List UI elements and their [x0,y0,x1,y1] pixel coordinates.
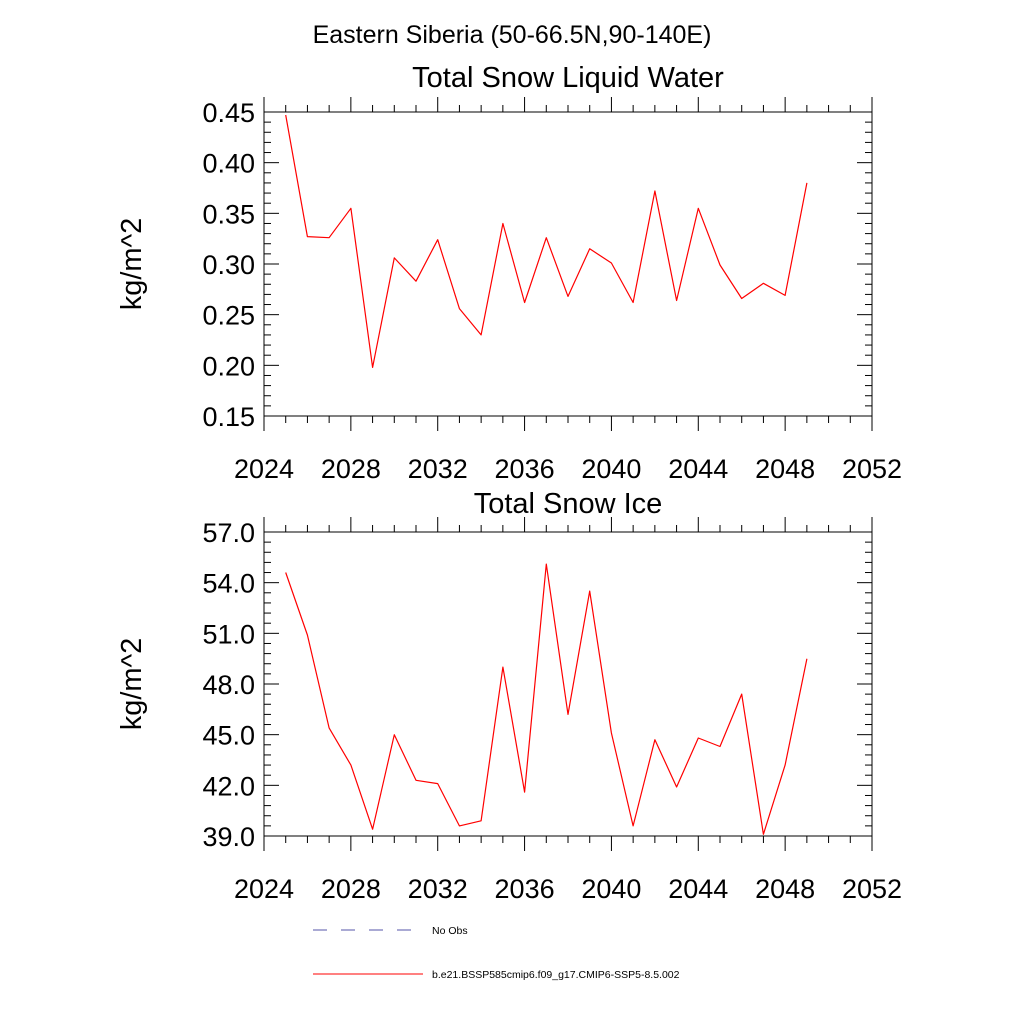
y-tick-label: 0.25 [202,301,255,331]
legend: No Obs b.e21.BSSP585cmip6.f09_g17.CMIP6-S… [313,925,680,981]
y-axis-label: kg/m^2 [116,638,148,731]
y-tick-label: 42.0 [202,771,255,801]
y-tick-label: 48.0 [202,670,255,700]
series-line [285,114,808,368]
chart-title: Total Snow Ice [474,488,663,520]
x-tick-label: 2036 [495,874,555,904]
x-tick-label: 2040 [581,874,641,904]
x-tick-label: 2048 [755,454,815,484]
x-tick-label: 2028 [321,454,381,484]
y-tick-label: 54.0 [202,569,255,599]
x-tick-label: 2032 [408,874,468,904]
x-tick-label: 2040 [581,454,641,484]
y-tick-label: 39.0 [202,822,255,852]
y-tick-label: 45.0 [202,721,255,751]
x-tick-label: 2052 [842,874,902,904]
chart-panel-liquid-water: Total Snow Liquid Water 2024 2028 2032 2036 2… [116,62,902,484]
x-tick-label: 2032 [408,454,468,484]
y-axis-label: kg/m^2 [116,218,148,311]
x-tick-label: 2052 [842,454,902,484]
x-tick-label: 2024 [234,454,294,484]
legend-label: b.e21.BSSP585cmip6.f09_g17.CMIP6-SSP5-8.… [432,969,680,981]
x-tick-label: 2028 [321,874,381,904]
y-tick-label: 0.45 [202,98,255,128]
y-tick-label: 57.0 [202,518,255,548]
legend-label: No Obs [432,925,468,937]
chart-title: Total Snow Liquid Water [412,62,724,94]
x-tick-label: 2044 [668,874,728,904]
x-tick-label: 2024 [234,874,294,904]
figure-title: Eastern Siberia (50-66.5N,90-140E) [313,21,712,49]
x-tick-label: 2036 [495,454,555,484]
chart-panel-snow-ice: Total Snow Ice 2024 2028 2032 2036 2040 2044 20… [116,488,902,904]
x-tick-label: 2044 [668,454,728,484]
y-tick-label: 51.0 [202,619,255,649]
y-tick-label: 0.30 [202,250,255,280]
y-tick-label: 0.40 [202,149,255,179]
y-tick-label: 0.35 [202,199,255,229]
y-tick-label: 0.15 [202,402,255,432]
y-tick-label: 0.20 [202,351,255,381]
series-line [285,563,808,835]
x-tick-label: 2048 [755,874,815,904]
